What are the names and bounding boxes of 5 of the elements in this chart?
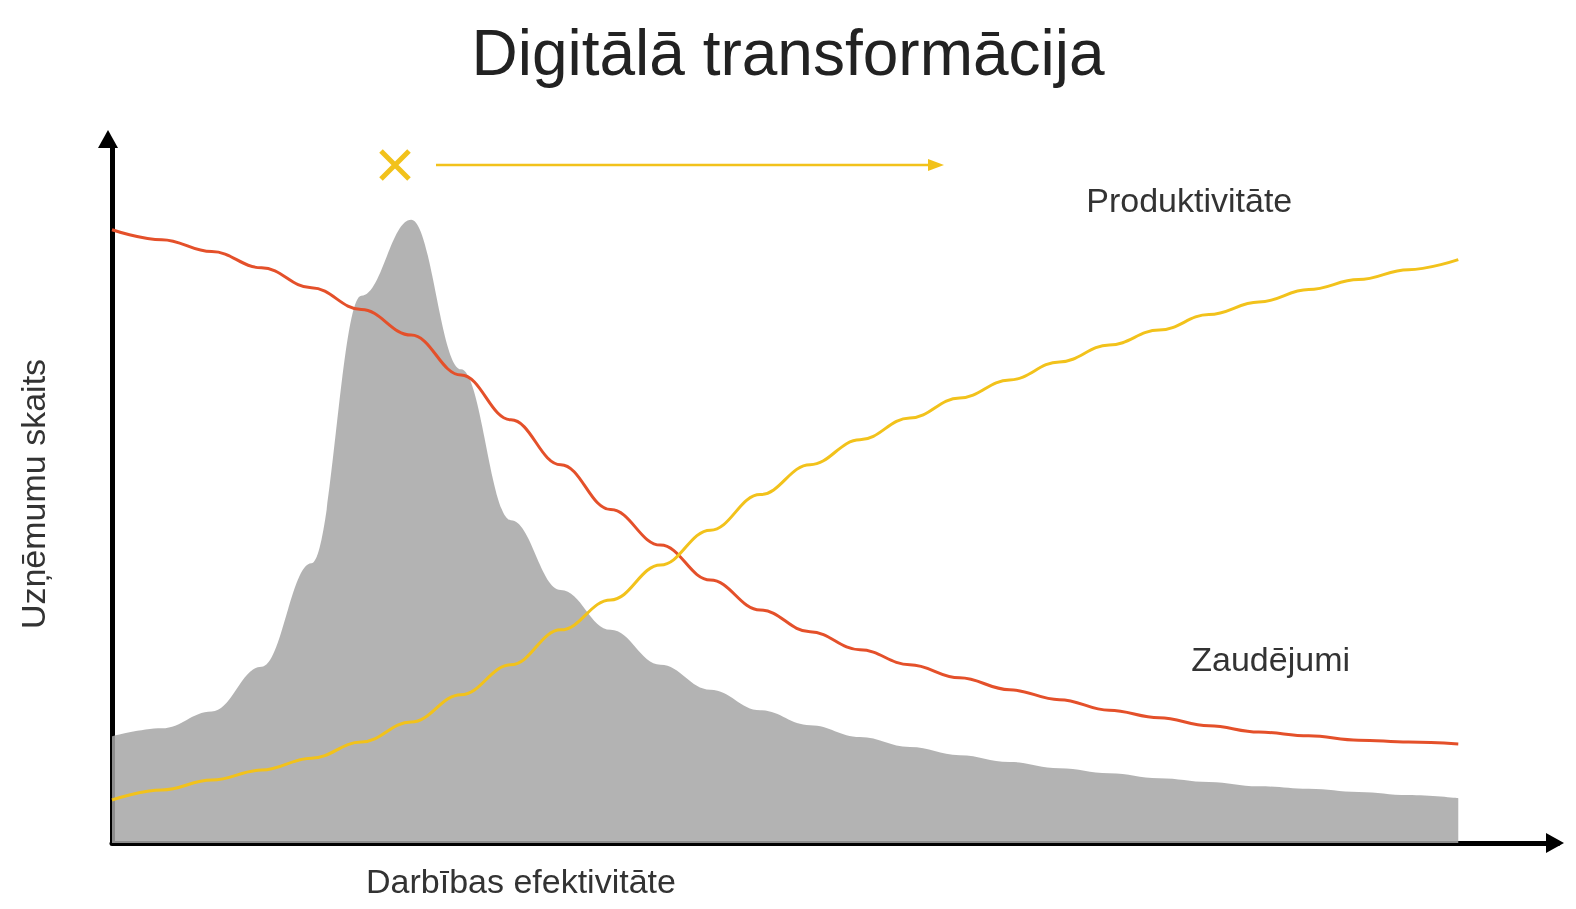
x-axis-title: Darbības efektivitāte [366,862,676,900]
text: Produktivitāte [1086,180,1293,219]
chart-title: Digitālā transformācija [471,17,1105,89]
y-axis-title: Uzņēmumu skaits [14,358,52,630]
series-label: Zaudējumi [1191,639,1351,678]
